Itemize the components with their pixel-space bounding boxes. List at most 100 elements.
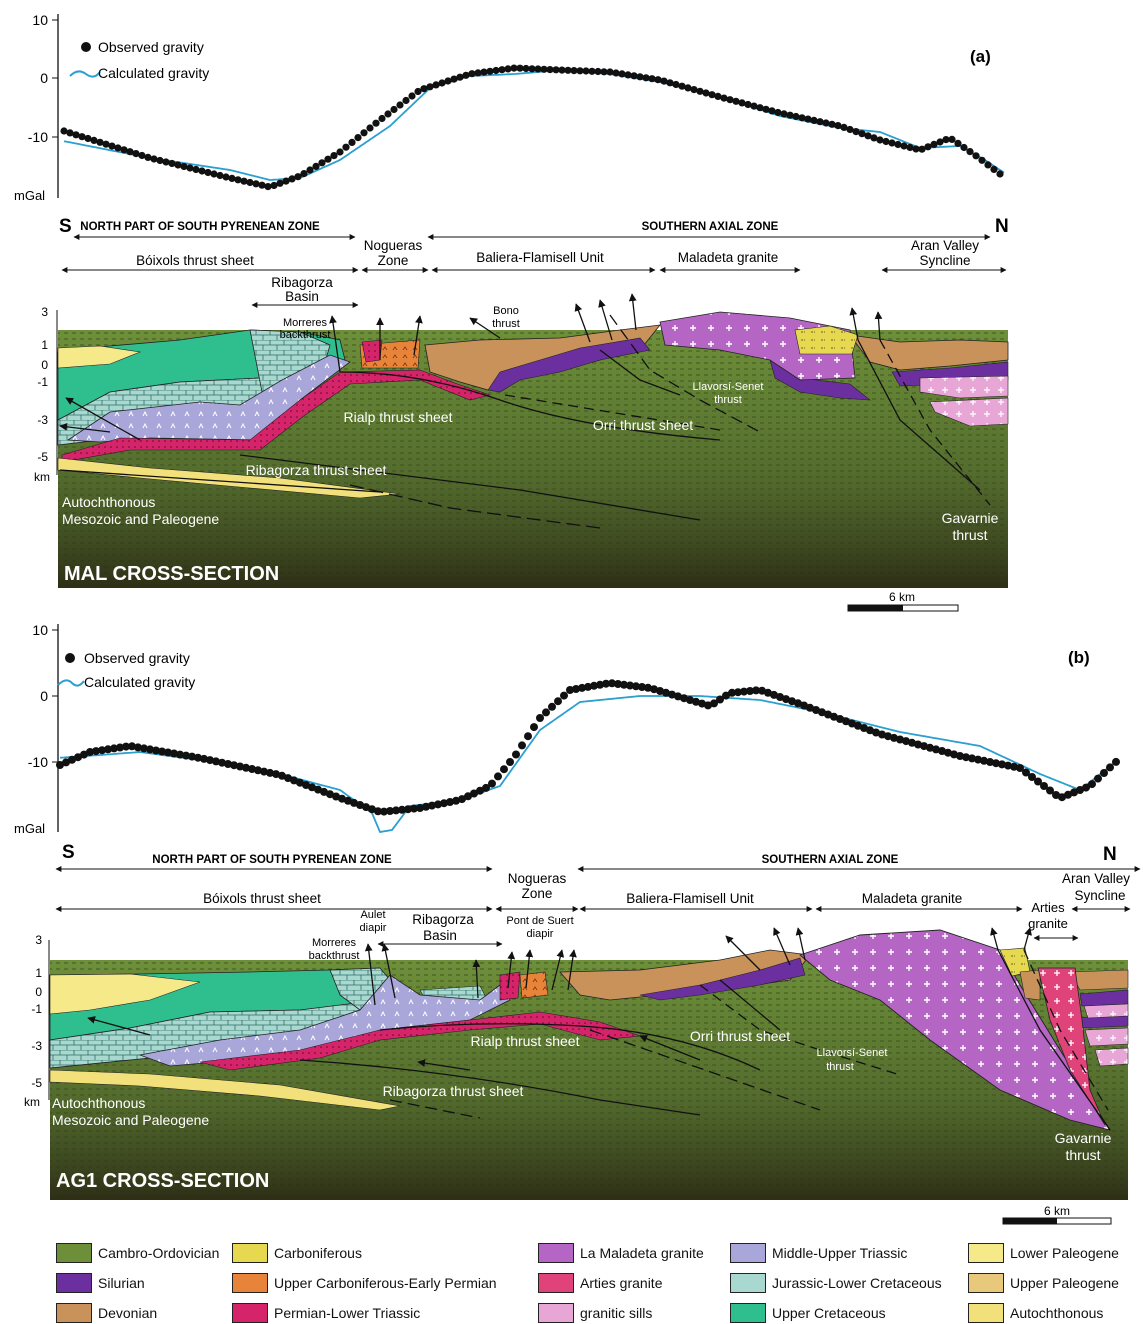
observed-gravity-point	[170, 749, 178, 758]
observed-gravity-point	[1082, 783, 1090, 792]
observed-gravity-point	[860, 724, 868, 732]
observed-gravity-point	[458, 795, 466, 804]
observed-gravity-point	[978, 156, 986, 164]
observed-gravity-point	[750, 102, 758, 110]
observed-gravity-point	[794, 699, 802, 708]
observed-gravity-point	[342, 143, 350, 151]
observed-gravity-point	[776, 693, 784, 701]
observed-gravity-point	[590, 681, 598, 690]
observed-gravity-point	[182, 751, 190, 760]
observed-gravity-point	[410, 804, 418, 813]
scale-bar-a: 6 km	[847, 590, 959, 612]
observed-gravity-point	[986, 758, 994, 766]
observed-gravity-point	[500, 765, 508, 774]
observed-gravity-point	[1022, 768, 1030, 777]
svg-text:-5: -5	[31, 1076, 42, 1090]
observed-gravity-point	[398, 805, 406, 814]
observed-gravity-point	[492, 66, 500, 75]
observed-gravity-point	[174, 161, 182, 169]
svg-text:-3: -3	[31, 1039, 42, 1053]
panel-b-tag: (b)	[1068, 648, 1090, 667]
observed-gravity-point	[696, 87, 704, 95]
unit-b-boixols: Bóixols thrust sheet	[203, 891, 321, 906]
observed-gravity-point	[1028, 773, 1036, 781]
observed-gravity-point	[1064, 790, 1072, 799]
observed-gravity-point	[654, 76, 662, 84]
observed-gravity-point	[650, 685, 658, 694]
observed-gravity-point	[338, 794, 346, 803]
observed-gravity-point	[974, 755, 982, 764]
observed-gravity-point	[728, 688, 736, 697]
observed-gravity-point	[768, 107, 776, 115]
observed-gravity-point	[642, 74, 650, 82]
legend-item: Silurian	[56, 1272, 145, 1294]
observed-gravity-point	[266, 768, 274, 777]
observed-gravity-point	[674, 692, 682, 701]
observed-gravity-point	[498, 66, 506, 74]
observed-gravity-point	[416, 804, 424, 812]
observed-gravity-point	[524, 732, 532, 741]
observed-gravity-point	[488, 779, 496, 788]
observed-gravity-point	[840, 123, 848, 131]
observed-gravity-point	[228, 174, 236, 182]
observed-gravity-point	[516, 64, 524, 72]
observed-gravity-point	[234, 176, 242, 184]
lbl-b-rialp: Rialp thrust sheet	[471, 1033, 580, 1049]
section-b-south: S	[62, 842, 75, 863]
observed-gravity-point	[950, 750, 958, 759]
observed-gravity-point	[822, 119, 830, 127]
observed-gravity-point	[878, 730, 886, 739]
legend-observed-label: Observed gravity	[98, 39, 204, 55]
observed-gravity-point	[324, 155, 332, 163]
observed-gravity-point	[102, 140, 110, 148]
observed-gravity-point	[144, 153, 152, 161]
observed-gravity-point	[74, 753, 82, 762]
observed-gravity-point	[128, 742, 136, 751]
observed-gravity-point	[660, 77, 668, 85]
lbl-a-rialp: Rialp thrust sheet	[344, 409, 453, 425]
observed-gravity-point	[474, 69, 482, 77]
observed-gravity-point	[1100, 769, 1108, 777]
legend-swatch	[538, 1273, 574, 1293]
observed-gravity-point	[924, 143, 932, 151]
observed-gravity-point	[270, 181, 278, 190]
observed-gravity-point	[384, 110, 392, 118]
observed-gravity-point	[374, 807, 382, 816]
observed-gravity-point	[626, 681, 634, 690]
gravity-a-tick: 10	[32, 12, 48, 28]
observed-gravity-point	[582, 67, 590, 75]
observed-gravity-point	[624, 71, 632, 79]
gravity-a-unit: mGal	[14, 188, 45, 203]
observed-gravity-point	[120, 146, 128, 154]
observed-gravity-point	[476, 786, 484, 795]
observed-gravity-point	[992, 759, 1000, 768]
observed-gravity-point	[126, 148, 134, 156]
panel-a-tag: (a)	[970, 47, 991, 66]
legend-swatch	[232, 1273, 268, 1293]
observed-gravity-point	[956, 752, 964, 760]
observed-gravity-point	[948, 135, 956, 143]
observed-gravity-point	[530, 723, 538, 732]
observed-gravity-point	[284, 774, 292, 783]
observed-gravity-point	[356, 801, 364, 809]
observed-gravity-point	[632, 682, 640, 691]
observed-gravity-point	[206, 756, 214, 765]
legend-calculated-label-b: Calculated gravity	[84, 674, 195, 690]
observed-gravity-point	[824, 710, 832, 719]
legend-swatch	[968, 1303, 1004, 1323]
observed-gravity-point	[890, 733, 898, 742]
observed-gravity-point	[218, 758, 226, 767]
legend-observed-marker-b	[65, 653, 75, 663]
observed-gravity-point	[450, 75, 458, 83]
observed-gravity-point	[362, 803, 370, 812]
observed-gravity-point	[440, 799, 448, 808]
unit-b-aran: Aran Valley	[1062, 871, 1130, 886]
observed-gravity-point	[936, 138, 944, 146]
observed-gravity-point	[876, 136, 884, 144]
lbl-b-llavorsi-2: thrust	[826, 1061, 854, 1073]
observed-gravity-point	[188, 752, 196, 761]
observed-gravity-point	[630, 72, 638, 80]
observed-gravity-point	[1046, 786, 1054, 795]
unit-b-maladeta: Maladeta granite	[862, 891, 963, 906]
observed-gravity-point	[836, 715, 844, 723]
